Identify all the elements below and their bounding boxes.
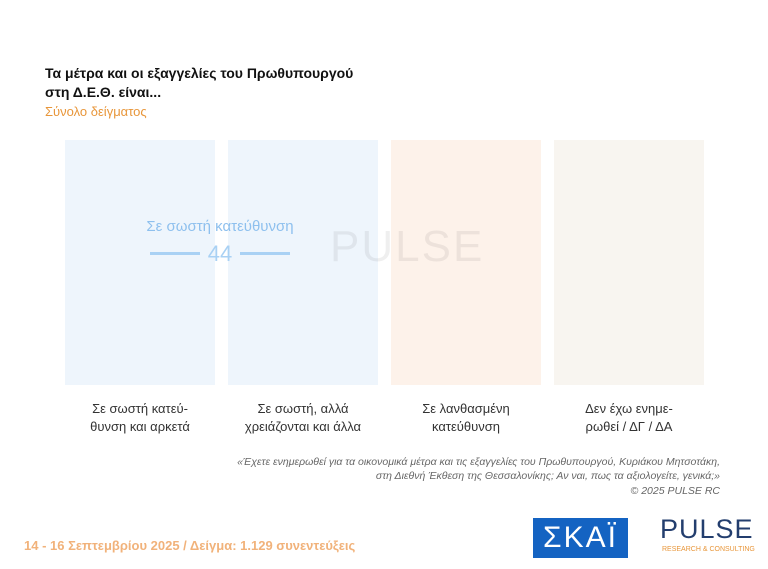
annotation-line: [240, 252, 290, 255]
logo-pulse: PULSE: [660, 514, 754, 544]
copyright: © 2025 PULSE RC: [630, 485, 720, 497]
subtitle: Σύνολο δείγματος: [45, 104, 147, 119]
footnote: «Έχετε ενημερωθεί για τα οικονομικά μέτρ…: [237, 456, 720, 482]
annotation-value: 44: [207, 241, 233, 266]
logo-skai: ΣΚΑΪ: [533, 518, 628, 558]
annotation-label: Σε σωστή κατεύθυνση: [146, 218, 294, 235]
column-background: [391, 140, 541, 385]
column-background: [228, 140, 378, 385]
annotation-line: [150, 252, 200, 255]
footer: 14 - 16 Σεπτεμβρίου 2025 / Δείγμα: 1.129…: [24, 538, 356, 553]
category-label: Σε σωστή κατεύ- θυνση και αρκετά: [90, 401, 190, 434]
column-background: [65, 140, 215, 385]
column-background: [554, 140, 704, 385]
category-label: Σε λανθασμένη κατεύθυνση: [422, 401, 510, 434]
watermark: PULSE: [330, 222, 485, 271]
category-label: Σε σωστή, αλλά χρειάζονται και άλλα: [244, 401, 362, 434]
logo-pulse-sub: RESEARCH & CONSULTING: [662, 546, 755, 553]
chart-title: Τα μέτρα και οι εξαγγελίες του Πρωθυπουρ…: [45, 65, 354, 100]
category-label: Δεν έχω ενημε- ρωθεί / ΔΓ / ΔΑ: [585, 401, 673, 434]
